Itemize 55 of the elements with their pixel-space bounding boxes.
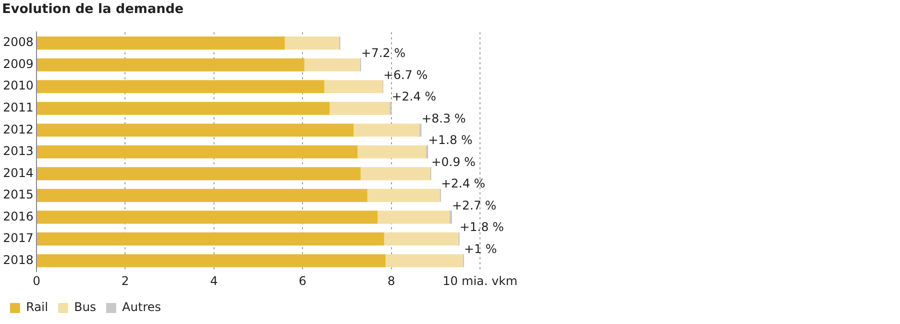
x-tick-label: 10 mia. vkm [442,274,518,288]
bar [37,36,285,50]
bar [354,124,420,137]
bar [384,232,458,246]
x-tick-label: 0 [32,274,40,288]
y-tick-label: 2012 [2,122,34,136]
bar [37,210,378,224]
y-tick-label: 2009 [2,56,34,71]
bar [378,210,450,224]
y-tick-label: 2010 [2,78,34,93]
annotation: +7.2 % [361,46,406,60]
legend-label: Rail [26,300,48,314]
annotation: +2.4 % [392,90,436,104]
x-tick-label: 8 [387,274,396,288]
y-tick-label: 2017 [2,231,34,246]
bar [37,80,324,94]
bar [37,124,354,137]
annotation: +6.7 % [383,68,428,82]
annotation: +1 % [464,242,497,256]
bar [360,167,430,180]
bar [37,167,361,180]
y-tick-label: 2015 [2,188,34,202]
bar [386,254,463,268]
annotation: +2.4 % [440,176,486,191]
bar [367,188,440,202]
annotation: +8.3 % [421,111,466,126]
bar [37,58,304,72]
legend-label: Autres [122,300,162,314]
annotation: +2.7 % [452,198,496,212]
bar [304,58,360,72]
bar [37,102,330,115]
annotation: +0.9 % [431,154,476,169]
bar [330,102,390,115]
y-tick-label: 2011 [2,100,34,114]
bar [37,145,358,158]
bar [284,36,339,50]
chart-title: Evolution de la demande [1,1,185,19]
annotation: +1.8 % [428,133,472,148]
y-tick-label: 2013 [2,144,34,158]
annotation: +1.8 % [460,220,504,234]
bar [37,232,384,246]
y-tick-label: 2018 [2,252,34,267]
y-tick-label: 2016 [2,209,34,224]
bar [358,145,426,158]
bar [37,254,386,268]
x-tick-label: 4 [210,274,218,288]
bar [37,188,368,202]
y-tick-label: 2008 [2,35,34,50]
y-tick-label: 2014 [2,166,34,180]
bar [426,145,428,158]
legend-label: Bus [74,300,96,314]
x-tick-label: 2 [121,274,130,288]
x-tick-label: 6 [298,274,306,288]
bar [449,210,452,224]
bar [324,80,382,94]
